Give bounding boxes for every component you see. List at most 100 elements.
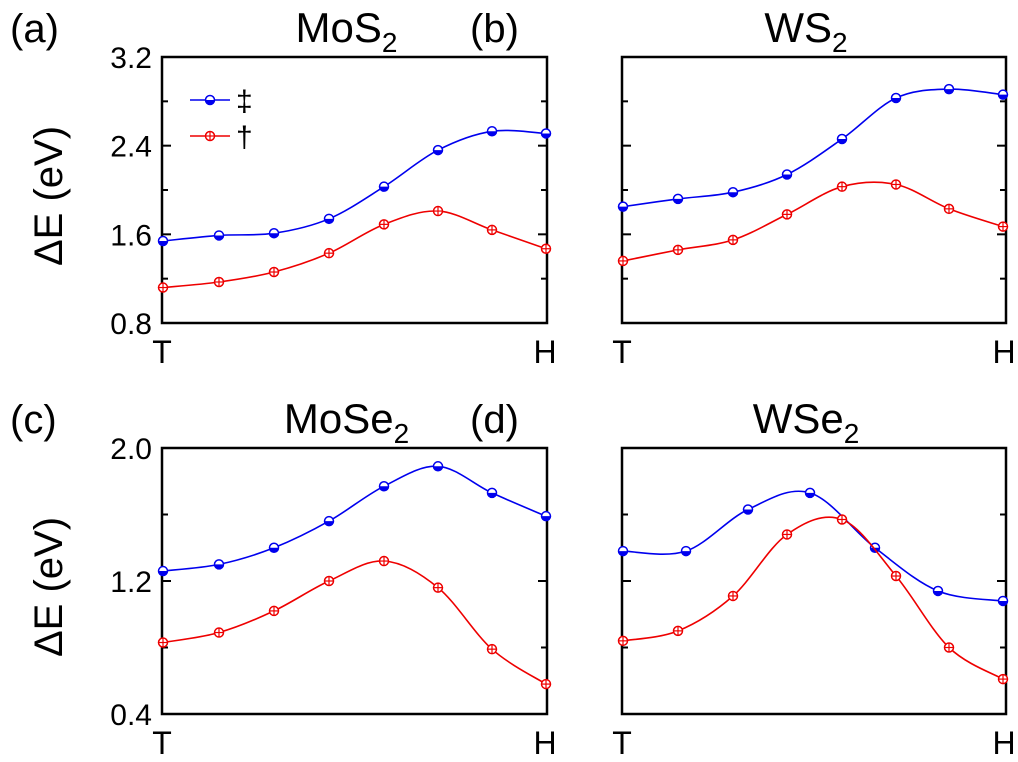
data-point bbox=[727, 234, 739, 246]
chart-title: WSe2 bbox=[753, 395, 860, 449]
data-point bbox=[742, 504, 754, 515]
data-point bbox=[157, 235, 169, 247]
series-line bbox=[162, 129, 547, 242]
data-point bbox=[268, 266, 280, 278]
series-double-dagger bbox=[157, 126, 552, 247]
plot-frame bbox=[620, 55, 1008, 325]
data-point bbox=[323, 575, 335, 587]
x-tick-label: H bbox=[533, 334, 556, 370]
series-dagger bbox=[157, 555, 552, 690]
data-point bbox=[213, 559, 225, 570]
data-point bbox=[540, 678, 552, 690]
data-point bbox=[617, 201, 629, 212]
data-point bbox=[781, 169, 793, 180]
data-point bbox=[617, 635, 629, 647]
series-double-dagger bbox=[157, 461, 552, 577]
data-point bbox=[432, 205, 444, 217]
data-point bbox=[268, 227, 280, 239]
data-point bbox=[672, 625, 684, 637]
data-point bbox=[680, 545, 692, 557]
legend: ‡† bbox=[190, 85, 253, 154]
data-point bbox=[943, 642, 955, 653]
data-point bbox=[836, 181, 848, 192]
data-point bbox=[378, 480, 390, 492]
legend-marker bbox=[204, 130, 216, 142]
y-axis-label: ΔE (eV) bbox=[27, 126, 71, 266]
data-point bbox=[540, 243, 552, 254]
data-point bbox=[486, 224, 498, 236]
data-point bbox=[672, 244, 684, 256]
data-point bbox=[213, 230, 225, 241]
legend-marker bbox=[204, 94, 216, 106]
data-point bbox=[323, 515, 335, 527]
x-tick-label: T bbox=[152, 334, 172, 370]
data-point bbox=[617, 255, 629, 267]
data-point bbox=[727, 590, 739, 602]
x-tick-label: H bbox=[533, 725, 556, 761]
data-point bbox=[890, 570, 902, 582]
data-point bbox=[157, 282, 169, 293]
series-line bbox=[622, 88, 1004, 208]
series-dagger bbox=[157, 205, 552, 293]
data-point bbox=[890, 92, 902, 104]
data-point bbox=[617, 545, 629, 557]
series-double-dagger bbox=[617, 83, 1009, 212]
data-point bbox=[890, 179, 902, 190]
y-tick-label: 3.2 bbox=[110, 42, 152, 75]
panel-label: (d) bbox=[470, 398, 519, 442]
panel-label: (b) bbox=[470, 7, 519, 51]
data-point bbox=[268, 542, 280, 553]
series-dagger bbox=[617, 179, 1009, 267]
data-point bbox=[432, 582, 444, 593]
x-tick-label: T bbox=[612, 725, 632, 761]
data-point bbox=[378, 219, 390, 230]
data-point bbox=[540, 128, 552, 139]
data-point bbox=[378, 555, 390, 567]
series-line bbox=[162, 465, 547, 572]
plot-frame bbox=[620, 446, 1008, 716]
data-point bbox=[213, 276, 225, 288]
chart-panel-d: (d) WSe2 T H bbox=[470, 395, 1016, 761]
data-point bbox=[997, 595, 1009, 607]
y-tick-label: 0.4 bbox=[110, 699, 152, 732]
data-point bbox=[836, 514, 848, 525]
data-point bbox=[943, 83, 955, 95]
data-point bbox=[268, 605, 280, 617]
series-double-dagger bbox=[617, 487, 1009, 607]
series-line bbox=[622, 516, 1004, 680]
legend-label: † bbox=[236, 121, 253, 154]
plot-frame bbox=[160, 446, 549, 716]
data-point bbox=[486, 643, 498, 655]
data-point bbox=[727, 186, 739, 198]
data-point bbox=[804, 487, 816, 499]
data-point bbox=[540, 510, 552, 522]
chart-panel-b: (b) WS2 T H bbox=[470, 4, 1016, 370]
x-tick-label: T bbox=[152, 725, 172, 761]
panel-label: (c) bbox=[10, 398, 57, 442]
series-line bbox=[162, 210, 547, 289]
data-point bbox=[378, 181, 390, 192]
data-point bbox=[997, 89, 1009, 100]
panel-label: (a) bbox=[10, 7, 59, 51]
x-tick-label: H bbox=[992, 334, 1015, 370]
y-tick-label: 1.6 bbox=[110, 219, 152, 252]
data-point bbox=[836, 133, 848, 145]
x-tick-label: H bbox=[992, 725, 1015, 761]
data-point bbox=[323, 213, 335, 225]
chart-title: MoSe2 bbox=[284, 395, 409, 449]
chart-title: WS2 bbox=[764, 4, 847, 58]
legend-label: ‡ bbox=[236, 85, 253, 118]
series-line bbox=[162, 560, 547, 685]
y-tick-label: 1.2 bbox=[110, 566, 152, 599]
data-point bbox=[323, 247, 335, 259]
data-point bbox=[486, 126, 498, 137]
data-point bbox=[157, 637, 169, 648]
data-point bbox=[997, 673, 1009, 685]
series-line bbox=[622, 490, 1004, 602]
y-tick-label: 0.8 bbox=[110, 308, 152, 341]
chart-panel-a: (a) MoS2 0.8 1.6 2.4 3.2 ΔE (eV) T H ‡† bbox=[10, 4, 557, 370]
y-tick-label: 2.4 bbox=[110, 131, 152, 164]
y-tick-label: 2.0 bbox=[110, 433, 152, 466]
chart-panel-c: (c) MoSe2 0.4 1.2 2.0 ΔE (eV) T H bbox=[10, 395, 557, 761]
